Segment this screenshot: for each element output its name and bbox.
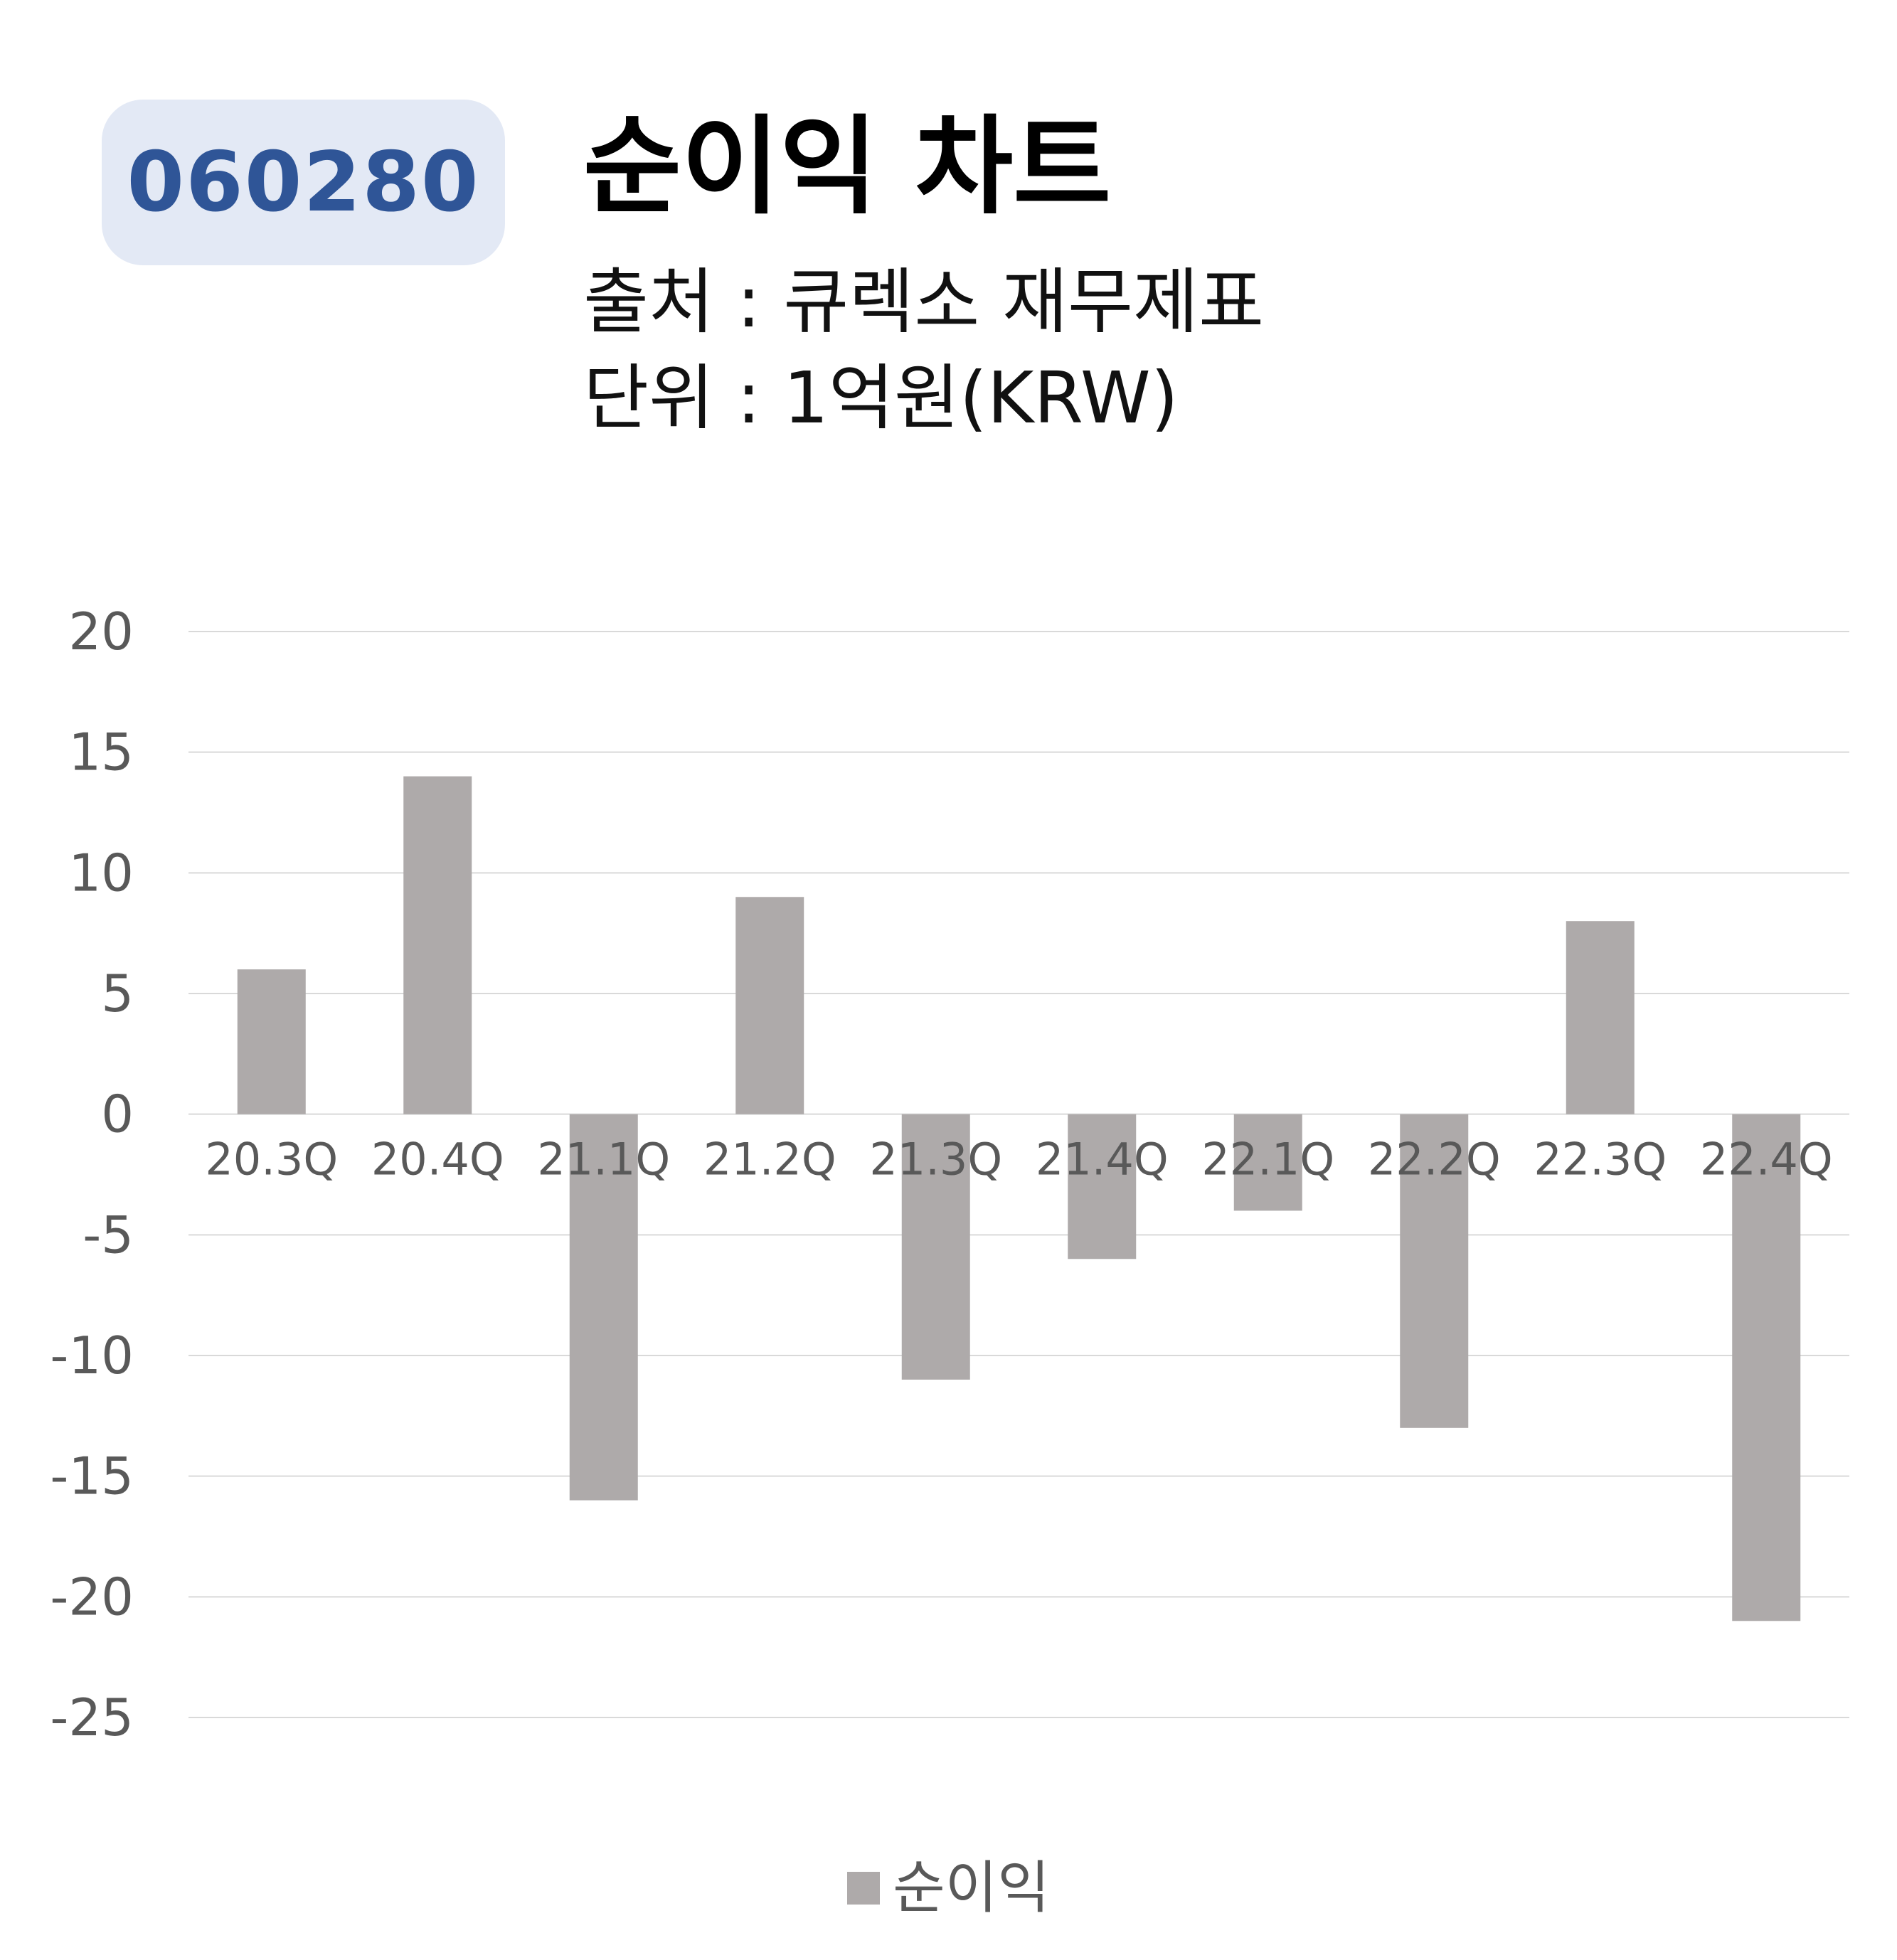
y-tick-label: 0 [101,1085,134,1144]
y-tick-label: -10 [50,1326,134,1385]
x-tick-label: 21.2Q [703,1134,836,1186]
x-tick-label: 20.4Q [371,1134,504,1186]
chart-title: 순이익 차트 [583,105,1112,229]
y-tick-label: -5 [83,1205,134,1264]
bar-22.4Q [1732,1114,1801,1621]
x-tick-label: 22.1Q [1201,1134,1334,1186]
x-tick-label: 22.3Q [1534,1134,1667,1186]
bar-22.3Q [1566,921,1635,1114]
ticker-code: 060280 [127,134,480,230]
bar-22.2Q [1400,1114,1469,1428]
bar-20.3Q [237,969,306,1114]
x-tick-label: 22.4Q [1700,1134,1833,1186]
y-tick-label: 15 [68,723,134,782]
x-axis-tick-labels: 20.3Q 20.4Q 21.1Q 21.2Q 21.3Q 21.4Q 22.1Q 22.2Q… [205,1134,1832,1186]
y-tick-label: 20 [68,602,134,661]
source-text: 출처 : 큐렉소 재무제표 [583,260,1265,343]
y-tick-label: -20 [50,1567,134,1626]
bar-21.2Q [735,897,804,1114]
x-tick-label: 22.2Q [1368,1134,1501,1186]
y-tick-label: 10 [68,843,134,902]
unit-text: 단위 : 1억원(KRW) [583,356,1179,440]
x-tick-label: 20.3Q [205,1134,338,1186]
y-tick-label: 5 [101,964,134,1023]
ticker-badge: 060280 [102,100,505,265]
y-tick-label: -25 [50,1688,134,1747]
bar-21.3Q [901,1114,970,1380]
y-tick-label: -15 [50,1447,134,1506]
bar-21.4Q [1068,1114,1137,1259]
legend-swatch [847,1872,881,1905]
y-axis-tick-labels: 20 15 10 5 0 -5 -10 -15 -20 -25 [50,602,134,1747]
bar-21.1Q [569,1114,638,1501]
bar-22.1Q [1233,1114,1302,1211]
legend: 순이익 [0,1860,1897,1917]
x-tick-label: 21.1Q [537,1134,670,1186]
legend-label: 순이익 [893,1855,1050,1921]
x-tick-label: 21.3Q [869,1134,1002,1186]
bars [237,776,1801,1621]
x-tick-label: 21.4Q [1036,1134,1169,1186]
bar-20.4Q [403,776,472,1114]
